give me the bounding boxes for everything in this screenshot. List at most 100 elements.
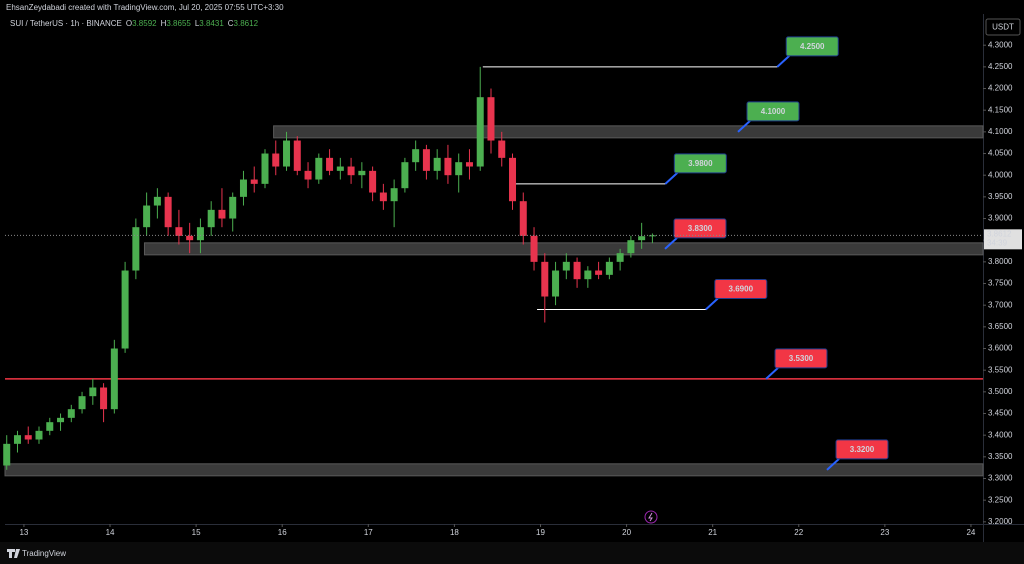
label-pointer [826,458,840,471]
candle-body [3,443,11,466]
candle-body [67,409,75,418]
x-tick-label: 19 [536,528,545,537]
level-label: 4.1000 [761,107,786,116]
candle-body [143,205,151,228]
level-label: 3.9800 [688,159,713,168]
label-box [835,439,889,460]
candle-body [218,209,226,219]
candle-body [336,166,344,171]
level-label: 4.2500 [800,42,825,51]
plot: 3.2000 3.2500 3.3000 3.3500 3.4000 3.4500 3.50… [3,36,1022,537]
y-tick-label: 4.0500 [988,149,1013,158]
candle-body [369,170,377,193]
ohlc-letter: L [195,19,200,28]
candle-body [509,157,517,202]
candle-body [164,196,172,228]
y-tick-label: 4.3000 [988,40,1013,49]
level-label: 3.6900 [729,285,754,294]
candle-body [648,235,656,237]
x-tick-label: 13 [19,528,28,537]
y-tick-label: 3.4500 [988,409,1013,418]
candle-body [605,261,613,275]
candle-body [293,140,301,171]
x-tick-label: 16 [278,528,287,537]
candle-body [498,140,506,158]
candle-body [121,270,129,349]
candle-body [132,227,140,271]
candle-body [347,166,355,176]
candle-body [541,261,549,297]
brand: TradingView [22,549,66,558]
x-tick-label: 23 [880,528,889,537]
label-box [714,279,768,300]
y-tick-label: 3.5000 [988,387,1013,396]
currency-box[interactable] [985,18,1021,36]
y-tick-label: 3.3000 [988,474,1013,483]
candle-body [13,435,21,444]
candle-body [283,140,291,167]
candle-body [530,235,538,262]
y-tick-label: 3.5500 [988,365,1013,374]
label-box [785,36,839,57]
y-tick-label: 4.1000 [988,127,1013,136]
y-tick-label: 3.3500 [988,452,1013,461]
legend: SUI / TetherUS · 1h · BINANCE O3.8592 H3.8… [10,19,259,28]
candle-body [24,435,32,440]
candle-body [196,227,204,241]
candle-body [250,179,258,184]
candle-body [444,157,452,176]
candle-body [358,170,366,176]
candle-body [390,188,398,202]
x-tick-label: 17 [364,528,373,537]
y-tick-label: 4.1500 [988,105,1013,114]
candle-body [186,235,194,241]
candle-body [584,270,592,280]
candle-body [46,422,54,431]
currency[interactable]: USDT [992,23,1014,32]
x-tick-label: 20 [622,528,631,537]
y-tick-label: 3.2500 [988,495,1013,504]
ohlc-value: 3.8592 [132,19,157,28]
ohlc-value: 3.8655 [166,19,191,28]
label-box [746,101,800,122]
ohlc-letter: C [228,19,234,28]
events-bolt [648,512,653,522]
label-box [774,348,828,369]
events-icon[interactable] [644,510,658,524]
x-tick-label: 22 [794,528,803,537]
candle-body [272,153,280,167]
candle-body [476,97,484,167]
y-tick-label: 3.7500 [988,279,1013,288]
candle-body [465,162,473,167]
candle-body [595,270,603,275]
candle-body [455,162,463,176]
footer [0,542,1024,564]
label-pointer [664,237,678,250]
y-tick-label: 3.7000 [988,300,1013,309]
countdown: 34:39 [987,238,1008,247]
y-tick-label: 3.6000 [988,344,1013,353]
x-tick-label: 24 [966,528,975,537]
y-tick-label: 3.9000 [988,214,1013,223]
y-tick-label: 3.2000 [988,517,1013,526]
zone [143,242,984,256]
candle-body [573,261,581,280]
zone [4,463,984,477]
price-box [984,229,1022,250]
ohlc-value: 3.8612 [234,19,259,28]
candle-body [616,253,624,262]
label-pointer [765,367,779,380]
brand-logo [7,549,20,558]
ohlc-value: 3.8431 [199,19,224,28]
candle-body [100,387,108,410]
x-tick-label: 18 [450,528,459,537]
y-tick-label: 3.9500 [988,192,1013,201]
zone [273,125,984,139]
label-box [673,218,727,239]
level-label: 3.3200 [850,445,875,454]
ohlc-letter: H [161,19,167,28]
candle-body [638,236,646,241]
